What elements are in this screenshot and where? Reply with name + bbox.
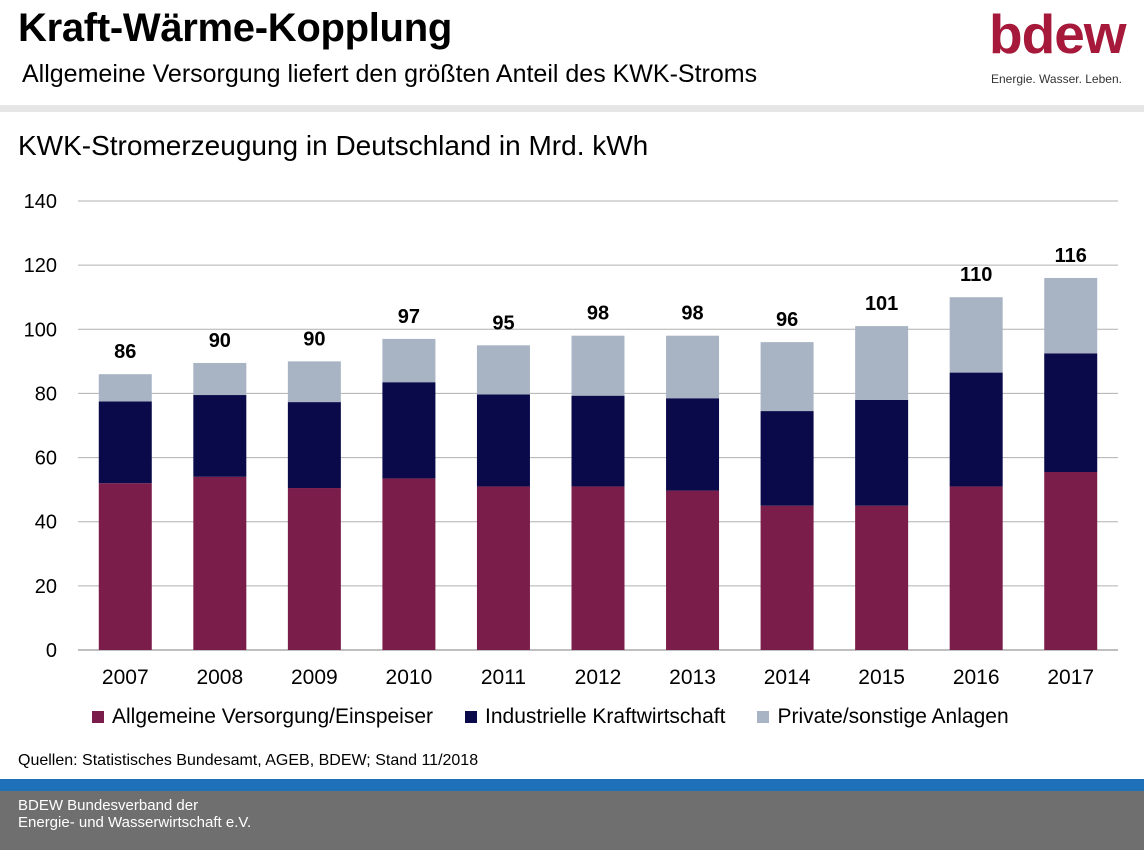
y-tick-label: 60 <box>35 448 57 470</box>
x-tick-label: 2008 <box>196 666 243 689</box>
x-tick-label: 2015 <box>858 666 905 689</box>
y-axis-ticks: 0 20 40 60 80 100 120 140 <box>24 191 57 662</box>
bar-segment <box>1044 277 1098 354</box>
x-tick-label: 2016 <box>953 666 1000 689</box>
total-label: 86 <box>114 341 136 363</box>
bar-segment <box>666 398 720 491</box>
y-tick-label: 20 <box>35 576 57 598</box>
bar-segment <box>193 362 247 396</box>
x-tick-label: 2014 <box>764 666 811 689</box>
x-tick-label: 2010 <box>386 666 433 689</box>
legend-item-private: Private/sonstige Anlagen <box>757 705 1009 729</box>
bar-segment <box>666 335 720 399</box>
bar-segment <box>382 338 436 383</box>
bar-segment <box>193 395 247 477</box>
footer-line-1: BDEW Bundesverband der <box>18 797 199 814</box>
legend-label: Industrielle Kraftwirtschaft <box>485 705 726 728</box>
total-label: 90 <box>303 328 325 350</box>
bar-segment <box>98 374 152 402</box>
bar-segment <box>855 326 909 400</box>
bar-segment <box>287 402 341 489</box>
bar-segment <box>476 345 530 395</box>
bar-segment <box>666 490 720 650</box>
y-tick-label: 40 <box>35 512 57 534</box>
bar-segment <box>571 395 625 487</box>
legend-label: Private/sonstige Anlagen <box>777 705 1009 728</box>
stacked-bar-chart: 0 20 40 60 80 100 120 140 86 90 90 97 95 98 98 96 101 11… <box>24 191 1118 689</box>
total-labels: 86 90 90 97 95 98 98 96 101 110 116 <box>114 245 1087 363</box>
x-tick-label: 2007 <box>102 666 149 689</box>
logo-wordmark: bdew <box>989 3 1127 65</box>
bar-segment <box>760 505 814 650</box>
logo-tagline: Energie. Wasser. Leben. <box>991 72 1122 86</box>
bar-segment <box>760 342 814 412</box>
y-tick-label: 120 <box>24 255 57 277</box>
x-tick-label: 2011 <box>481 666 526 689</box>
header-divider <box>0 105 1144 112</box>
bar-segment <box>382 478 436 650</box>
bar-segment <box>98 401 152 484</box>
bar-segment <box>1044 472 1098 650</box>
bar-segment <box>949 486 1003 650</box>
legend-label: Allgemeine Versorgung/Einspeiser <box>112 705 434 728</box>
x-tick-label: 2017 <box>1047 666 1094 689</box>
bar-segment <box>287 361 341 403</box>
x-axis-ticks: 2007 2008 2009 2010 2011 2012 2013 2014 2015 2016… <box>102 666 1094 689</box>
page-title: Kraft-Wärme-Kopplung <box>18 6 452 50</box>
bar-segment <box>1044 353 1098 473</box>
page-subtitle: Allgemeine Versorgung liefert den größte… <box>22 60 758 88</box>
bar-segment <box>571 486 625 650</box>
bar-segment <box>382 382 436 479</box>
y-tick-label: 0 <box>46 640 57 662</box>
x-tick-label: 2012 <box>575 666 622 689</box>
legend-item-allgemeine: Allgemeine Versorgung/Einspeiser <box>92 705 433 729</box>
total-label: 116 <box>1055 245 1087 267</box>
total-label: 98 <box>681 303 703 325</box>
bars <box>98 277 1098 650</box>
x-tick-label: 2009 <box>291 666 338 689</box>
total-label: 95 <box>492 312 514 334</box>
total-label: 97 <box>398 306 420 328</box>
total-label: 101 <box>865 293 898 315</box>
legend-swatch-industrielle <box>465 711 478 723</box>
legend-item-industrielle: Industrielle Kraftwirtschaft <box>465 705 725 729</box>
bar-segment <box>287 488 341 650</box>
bar-segment <box>949 372 1003 487</box>
footer-accent-bar <box>0 779 1144 791</box>
footer-text: BDEW Bundesverband der Energie- und Wass… <box>18 797 251 831</box>
total-label: 90 <box>209 330 231 352</box>
bar-segment <box>855 399 909 506</box>
legend-swatch-allgemeine <box>92 711 104 723</box>
source-note: Quellen: Statistisches Bundesamt, AGEB, … <box>18 752 479 769</box>
bar-segment <box>949 297 1003 373</box>
bar-segment <box>760 411 814 506</box>
bar-segment <box>98 483 152 650</box>
chart-title: KWK-Stromerzeugung in Deutschland in Mrd… <box>18 130 649 161</box>
total-label: 110 <box>960 264 992 286</box>
total-label: 98 <box>587 303 609 325</box>
y-tick-label: 140 <box>24 191 57 213</box>
footer-line-2: Energie- und Wasserwirtschaft e.V. <box>18 814 252 831</box>
y-tick-label: 100 <box>24 319 57 341</box>
bar-segment <box>476 394 530 487</box>
bar-segment <box>855 505 909 650</box>
bar-segment <box>571 335 625 396</box>
bar-segment <box>476 486 530 650</box>
total-label: 96 <box>776 309 798 331</box>
x-tick-label: 2013 <box>669 666 716 689</box>
legend-swatch-private <box>757 711 770 723</box>
y-tick-label: 80 <box>35 383 57 405</box>
footer-bar <box>0 791 1144 850</box>
bdew-logo: bdew Energie. Wasser. Leben. <box>985 3 1130 88</box>
bar-segment <box>193 476 247 650</box>
legend: Allgemeine Versorgung/Einspeiser Industr… <box>92 705 1009 729</box>
